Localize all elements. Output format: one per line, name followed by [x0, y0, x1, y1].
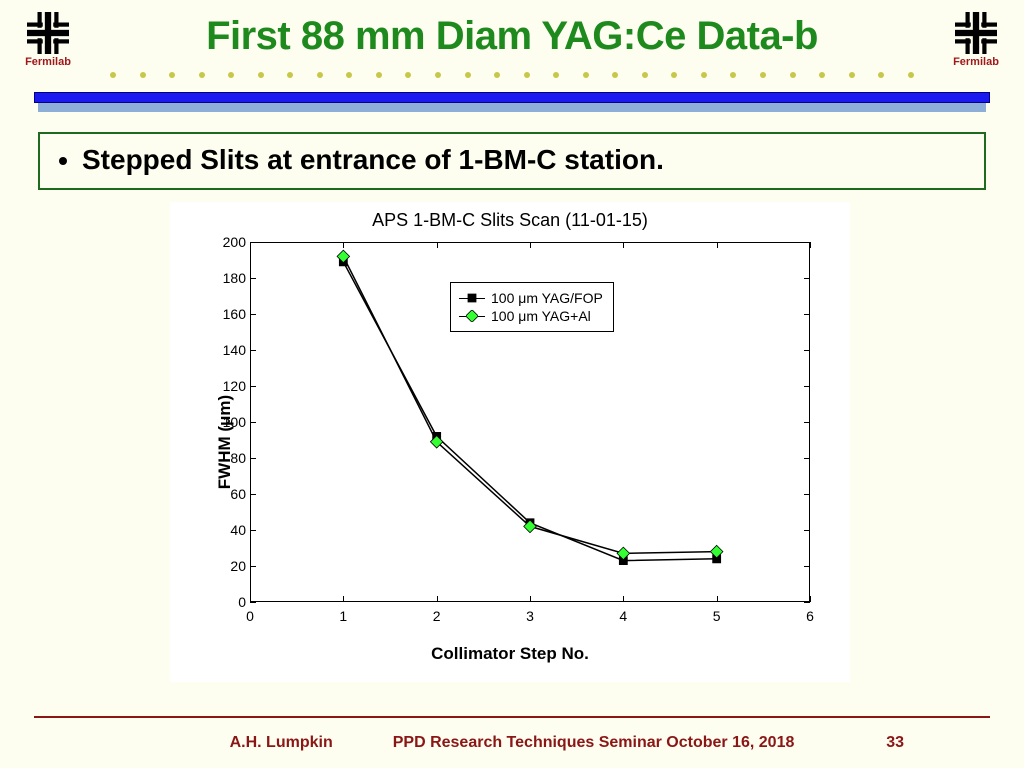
slide-title: First 88 mm Diam YAG:Ce Data-b: [0, 0, 1024, 59]
footer: A.H. Lumpkin PPD Research Techniques Sem…: [0, 734, 1024, 752]
xtick-label: 4: [619, 608, 627, 624]
legend-label: 100 μm YAG+Al: [491, 308, 591, 324]
chart-title: APS 1-BM-C Slits Scan (11-01-15): [170, 202, 850, 231]
chart-legend: 100 μm YAG/FOP 100 μm YAG+Al: [450, 282, 614, 332]
xtick-label: 3: [526, 608, 534, 624]
xtick-label: 6: [806, 608, 814, 624]
fermilab-icon: [955, 12, 997, 54]
ytick-label: 180: [206, 270, 246, 286]
footer-divider: [34, 716, 990, 718]
page-number: 33: [886, 734, 904, 752]
ytick-label: 20: [206, 558, 246, 574]
ytick-label: 0: [206, 594, 246, 610]
blue-bar-bottom: [38, 103, 986, 112]
fermilab-logo-left: Fermilab: [18, 12, 78, 68]
ytick-label: 100: [206, 414, 246, 430]
fermilab-label-right: Fermilab: [946, 56, 1006, 68]
ytick-label: 200: [206, 234, 246, 250]
x-axis-label: Collimator Step No.: [170, 644, 850, 664]
fermilab-icon: [27, 12, 69, 54]
slide-header: First 88 mm Diam YAG:Ce Data-b Fermilab …: [0, 0, 1024, 88]
decorative-dots: [110, 72, 914, 84]
xtick-label: 1: [339, 608, 347, 624]
legend-row: 100 μm YAG/FOP: [459, 289, 603, 307]
ytick-label: 120: [206, 378, 246, 394]
xtick-label: 5: [713, 608, 721, 624]
blue-bar-top: [34, 92, 990, 103]
ytick-label: 140: [206, 342, 246, 358]
ytick-label: 60: [206, 486, 246, 502]
chart-container: APS 1-BM-C Slits Scan (11-01-15) FWHM (μ…: [170, 202, 850, 682]
bullet-item: Stepped Slits at entrance of 1-BM-C stat…: [82, 144, 970, 176]
y-axis-label: FWHM (μm): [215, 395, 235, 489]
divider-bars: [0, 92, 1024, 114]
ytick-label: 40: [206, 522, 246, 538]
bullet-box: Stepped Slits at entrance of 1-BM-C stat…: [38, 132, 986, 190]
footer-author: A.H. Lumpkin: [230, 734, 333, 752]
fermilab-logo-right: Fermilab: [946, 12, 1006, 68]
legend-row: 100 μm YAG+Al: [459, 307, 603, 325]
ytick-label: 160: [206, 306, 246, 322]
fermilab-label-left: Fermilab: [18, 56, 78, 68]
xtick-label: 2: [433, 608, 441, 624]
footer-text: PPD Research Techniques Seminar October …: [393, 734, 795, 752]
ytick-label: 80: [206, 450, 246, 466]
legend-label: 100 μm YAG/FOP: [491, 290, 603, 306]
bullet-list: Stepped Slits at entrance of 1-BM-C stat…: [54, 144, 970, 176]
xtick-label: 0: [246, 608, 254, 624]
